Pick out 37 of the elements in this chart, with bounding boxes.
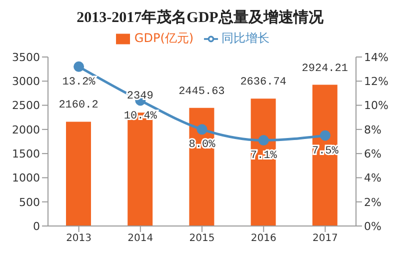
bar	[250, 98, 276, 226]
x-tick-label: 2016	[250, 233, 276, 244]
data-label: 2636.74	[240, 76, 287, 89]
y-tick-label: 3500	[12, 50, 40, 64]
point	[320, 130, 330, 141]
data-label: 2160.2	[58, 100, 98, 112]
point	[258, 135, 269, 146]
y2-tick-label: 12%	[364, 75, 388, 88]
y2-tick-label: 4%	[364, 172, 382, 185]
legend-label: GDP(亿元)	[134, 31, 194, 45]
y-tick-label: 500	[19, 196, 40, 209]
y-tick-label: 0	[33, 220, 40, 233]
y2-tick-label: 14%	[364, 50, 388, 64]
x-tick-label: 2014	[128, 233, 154, 244]
y2-tick-label: 2%	[364, 196, 382, 209]
x-tick-label: 2013	[66, 233, 92, 244]
x-tick-label: 2017	[312, 233, 338, 244]
y2-tick-label: 6%	[364, 147, 382, 160]
y-tick-label: 1000	[12, 172, 40, 185]
bar	[189, 108, 214, 226]
bar	[66, 122, 91, 226]
y2-tick-label: 8%	[364, 123, 382, 136]
y2-tick-label: 10%	[364, 99, 388, 112]
y-tick-label: 2000	[12, 123, 40, 136]
point	[196, 124, 208, 135]
y2-tick-label: 0%	[364, 220, 382, 233]
chart-title: 2013-2017年茂名GDP总量及增速情况	[76, 8, 324, 27]
data-label: 2924.21	[302, 62, 348, 75]
data-label: 2445.63	[178, 86, 225, 98]
y-tick-label: 3000	[12, 75, 40, 88]
y-tick-label: 1500	[12, 147, 40, 160]
legend-label: 同比增长	[222, 31, 270, 45]
bar	[312, 84, 338, 226]
x-tick-label: 2015	[189, 233, 215, 244]
y-tick-label: 2500	[12, 99, 40, 112]
data-label: 13.2%	[62, 76, 96, 88]
point	[74, 61, 84, 72]
